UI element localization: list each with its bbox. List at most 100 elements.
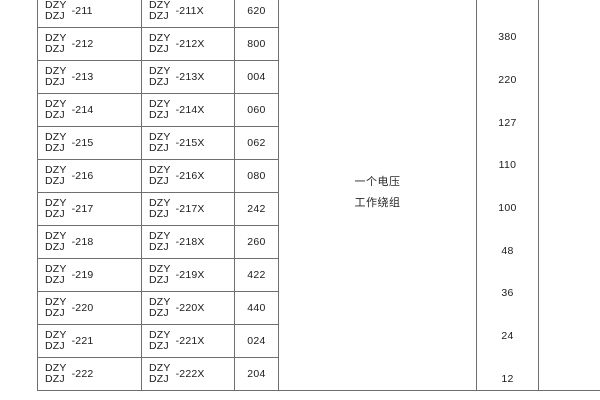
code-prefix-stack: DZY DZJ <box>45 31 67 55</box>
table-row: DZY DZJ -213 DZY DZJ -213X 004 <box>37 60 600 94</box>
code-suffix: -212 <box>71 38 94 50</box>
code-suffix: -214 <box>71 104 94 116</box>
code-suffix: -221 <box>71 335 94 347</box>
code-suffix: -218 <box>71 236 94 248</box>
rated-voltage-value: 110 <box>498 159 517 172</box>
table-row: DZY DZJ -214 DZY DZJ -214X 060 <box>37 93 600 127</box>
code-prefix-bottom: DZJ <box>45 142 65 154</box>
code-prefix-bottom: DZJ <box>149 241 169 253</box>
rated-voltage-value: 12 <box>501 372 514 385</box>
code-prefix-bottom: DZJ <box>45 175 65 187</box>
code-prefix-bottom: DZJ <box>45 373 65 385</box>
cell-relay-model-code: DZY DZJ -221 <box>37 324 142 358</box>
winding-description-line2: 工作绕组 <box>354 196 401 209</box>
code-prefix-bottom: DZJ <box>149 175 169 187</box>
code-prefix-top: DZY <box>45 229 67 242</box>
code-prefix-top: DZY <box>149 196 171 209</box>
code-prefix-top: DZY <box>45 64 67 77</box>
table-row: DZY DZJ -211 DZY DZJ -211X 620 一个电压 工作绕组 380 220 12… <box>37 0 600 391</box>
code-prefix-stack-x: DZY DZJ <box>149 0 171 22</box>
code-suffix-x: -216X <box>175 170 205 182</box>
code-prefix-bottom: DZJ <box>149 43 169 55</box>
code-prefix-stack: DZY DZJ <box>45 361 67 385</box>
code-prefix-top: DZY <box>149 97 171 110</box>
code-prefix-stack: DZY DZJ <box>45 197 67 220</box>
code-prefix-stack-x: DZY DZJ <box>149 31 171 55</box>
code-prefix-stack-x: DZY DZJ <box>149 130 171 154</box>
cell-relay-model-code: DZY DZJ -219 <box>37 258 142 292</box>
code-prefix-bottom: DZJ <box>149 76 169 88</box>
code-suffix-x: -215X <box>175 137 205 149</box>
code-prefix-top: DZY <box>149 328 171 341</box>
code-prefix-top: DZY <box>149 31 171 44</box>
cell-relay-model-code-x: DZY DZJ -222X <box>141 357 235 391</box>
code-prefix-stack-x: DZY DZJ <box>149 65 171 88</box>
table-row: DZY DZJ -222 DZY DZJ -222X 204 <box>37 357 600 391</box>
code-suffix: -222 <box>71 368 94 380</box>
cell-coil-code: 004 <box>234 60 279 94</box>
code-prefix-bottom: DZJ <box>45 43 65 55</box>
cell-relay-model-code-x: DZY DZJ -219X <box>141 258 235 292</box>
code-prefix-top: DZY <box>45 163 67 176</box>
rated-voltage-value: 127 <box>498 116 517 129</box>
code-prefix-top: DZY <box>149 361 171 374</box>
code-prefix-bottom: DZJ <box>149 274 169 286</box>
code-prefix-bottom: DZJ <box>45 241 65 253</box>
code-prefix-bottom: DZJ <box>149 340 169 352</box>
code-prefix-bottom: DZJ <box>149 373 169 385</box>
code-prefix-stack: DZY DZJ <box>45 295 67 319</box>
code-suffix-x: -213X <box>175 71 205 83</box>
code-prefix-stack-x: DZY DZJ <box>149 97 171 121</box>
cell-relay-model-code-x: DZY DZJ -221X <box>141 324 235 358</box>
table-row: DZY DZJ -218 DZY DZJ -218X 260 <box>37 225 600 259</box>
cell-coil-code: 062 <box>234 126 279 160</box>
cell-coil-code: 080 <box>234 159 279 193</box>
code-suffix-x: -218X <box>175 236 205 248</box>
code-prefix-top: DZY <box>45 31 67 44</box>
code-prefix-bottom: DZJ <box>45 208 65 220</box>
cell-coil-code: 800 <box>234 27 279 61</box>
code-suffix-x: -212X <box>175 38 205 50</box>
cell-remarks <box>538 0 600 391</box>
cell-relay-model-code-x: DZY DZJ -220X <box>141 291 235 325</box>
code-prefix-top: DZY <box>149 163 171 176</box>
code-suffix: -220 <box>71 302 94 314</box>
code-prefix-stack: DZY DZJ <box>45 263 67 286</box>
code-prefix-top: DZY <box>149 130 171 143</box>
code-prefix-stack-x: DZY DZJ <box>149 361 171 385</box>
table-row: DZY DZJ -221 DZY DZJ -221X 024 <box>37 324 600 358</box>
code-prefix-stack-x: DZY DZJ <box>149 196 171 220</box>
specification-table: DZY DZJ -211 DZY DZJ -211X 620 一个电压 工作绕组 380 220 12… <box>37 0 600 391</box>
code-prefix-top: DZY <box>45 361 67 374</box>
code-prefix-bottom: DZJ <box>45 340 65 352</box>
cell-relay-model-code-x: DZY DZJ -214X <box>141 93 235 127</box>
cell-relay-model-code: DZY DZJ -211 <box>37 0 142 28</box>
table-row: DZY DZJ -220 DZY DZJ -220X 440 <box>37 291 600 325</box>
rated-voltage-value: 100 <box>498 201 517 214</box>
cell-coil-code: 060 <box>234 93 279 127</box>
code-prefix-top: DZY <box>45 0 67 11</box>
code-suffix: -216 <box>71 170 94 182</box>
cell-coil-code: 024 <box>234 324 279 358</box>
code-prefix-top: DZY <box>45 295 67 308</box>
cell-relay-model-code: DZY DZJ -214 <box>37 93 142 127</box>
cell-relay-model-code-x: DZY DZJ -213X <box>141 60 235 94</box>
cell-coil-code: 260 <box>234 225 279 259</box>
code-prefix-bottom: DZJ <box>45 76 65 88</box>
rated-voltage-value: 220 <box>498 73 517 86</box>
cell-relay-model-code: DZY DZJ -213 <box>37 60 142 94</box>
code-prefix-bottom: DZJ <box>149 208 169 220</box>
code-prefix-bottom: DZJ <box>149 10 169 22</box>
cell-relay-model-code-x: DZY DZJ -217X <box>141 192 235 226</box>
code-suffix: -215 <box>71 137 94 149</box>
cell-coil-code: 242 <box>234 192 279 226</box>
cell-relay-model-code: DZY DZJ -220 <box>37 291 142 325</box>
code-prefix-stack: DZY DZJ <box>45 163 67 187</box>
code-prefix-bottom: DZJ <box>45 10 65 22</box>
code-suffix: -213 <box>71 71 94 83</box>
code-prefix-stack: DZY DZJ <box>45 229 67 253</box>
cell-relay-model-code: DZY DZJ -217 <box>37 192 142 226</box>
code-prefix-top: DZY <box>45 130 67 143</box>
code-prefix-top: DZY <box>149 295 171 308</box>
